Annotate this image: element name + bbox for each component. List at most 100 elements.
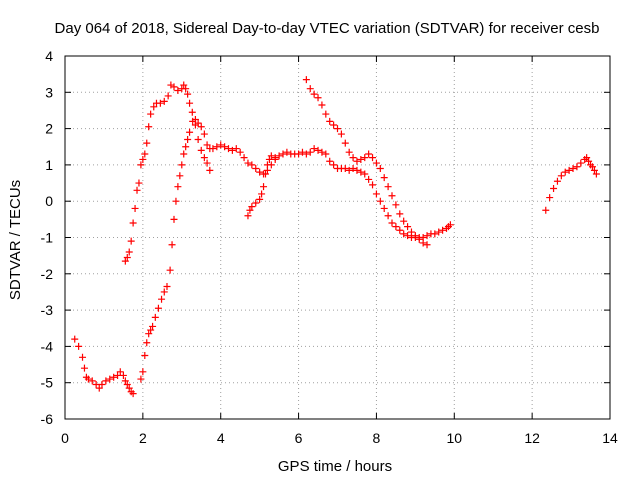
data-point: [326, 117, 334, 125]
data-point: [376, 165, 384, 173]
data-point: [150, 103, 158, 111]
data-point: [431, 230, 439, 238]
data-point: [341, 165, 349, 173]
data-point: [372, 159, 380, 167]
y-tick-label: -5: [41, 375, 54, 391]
data-point: [174, 86, 182, 94]
data-point: [116, 368, 124, 376]
data-point: [369, 181, 377, 189]
data-point: [170, 83, 178, 91]
x-axis: 0 2 4 6 8 10 12 14: [61, 56, 618, 446]
data-point: [330, 161, 338, 169]
data-point: [143, 339, 151, 347]
data-point: [119, 371, 127, 379]
data-point: [407, 228, 415, 236]
data-point: [592, 170, 600, 178]
data-point: [188, 108, 196, 116]
data-point: [170, 215, 178, 223]
y-tick-label: -4: [41, 338, 54, 354]
data-point: [318, 148, 326, 156]
data-point: [357, 155, 365, 163]
data-point: [158, 295, 166, 303]
data-point: [84, 375, 92, 383]
data-point: [384, 212, 392, 220]
x-tick-label: 2: [139, 430, 147, 446]
data-point: [588, 163, 596, 171]
data-point: [200, 130, 208, 138]
data-point: [141, 351, 149, 359]
data-point: [133, 186, 141, 194]
data-point: [361, 154, 369, 162]
data-point: [240, 154, 248, 162]
y-tick-label: -3: [41, 302, 54, 318]
data-point: [423, 241, 431, 249]
data-point: [314, 146, 322, 154]
data-point: [79, 353, 87, 361]
data-point: [435, 228, 443, 236]
data-point: [283, 148, 291, 156]
data-point: [345, 166, 353, 174]
data-point: [194, 119, 202, 127]
data-point: [194, 135, 202, 143]
data-point: [415, 235, 423, 243]
data-point: [365, 175, 373, 183]
data-point: [400, 230, 408, 238]
data-point: [137, 375, 145, 383]
y-axis-label: SDTVAR / TECUs: [7, 180, 24, 300]
y-tick-label: 3: [45, 84, 53, 100]
data-point: [80, 364, 88, 372]
data-point: [557, 172, 565, 180]
data-point: [565, 166, 573, 174]
data-point: [322, 150, 330, 158]
data-point: [182, 85, 190, 93]
data-point: [590, 166, 598, 174]
data-point: [248, 161, 256, 169]
y-axis: -6 -5 -4 -3 -2 -1 0 1 2 3 4: [41, 48, 610, 427]
data-point: [248, 203, 256, 211]
data-point: [310, 90, 318, 98]
data-point: [191, 116, 199, 124]
y-tick-label: 4: [45, 48, 53, 64]
data-point: [265, 155, 273, 163]
data-point: [372, 190, 380, 198]
data-point: [244, 159, 252, 167]
data-point: [553, 177, 561, 185]
data-point: [180, 150, 188, 158]
data-point: [260, 183, 268, 191]
data-point: [261, 170, 269, 178]
data-point: [392, 223, 400, 231]
y-tick-label: -1: [41, 230, 54, 246]
data-point: [353, 157, 361, 165]
data-point: [203, 159, 211, 167]
data-point: [561, 168, 569, 176]
data-point: [197, 123, 205, 131]
data-point: [396, 226, 404, 234]
data-point: [388, 219, 396, 227]
data-point: [200, 154, 208, 162]
data-point: [95, 384, 103, 392]
data-point: [166, 266, 174, 274]
data-point: [326, 157, 334, 165]
data-point: [186, 99, 194, 107]
data-point: [125, 384, 133, 392]
data-point: [186, 128, 194, 136]
data-point: [322, 110, 330, 118]
y-tick-label: 2: [45, 121, 53, 137]
data-point: [392, 201, 400, 209]
data-point: [172, 197, 180, 205]
data-point: [149, 322, 157, 330]
data-point: [396, 210, 404, 218]
data-point: [263, 161, 271, 169]
data-point: [353, 166, 361, 174]
data-point: [75, 342, 83, 350]
data-point: [129, 219, 137, 227]
data-point: [135, 179, 143, 187]
x-tick-label: 14: [602, 430, 618, 446]
data-point: [246, 206, 254, 214]
data-point: [302, 150, 310, 158]
data-point: [160, 97, 168, 105]
data-point: [404, 223, 412, 231]
data-point: [129, 390, 137, 398]
data-point: [295, 150, 303, 158]
data-point: [167, 81, 175, 89]
